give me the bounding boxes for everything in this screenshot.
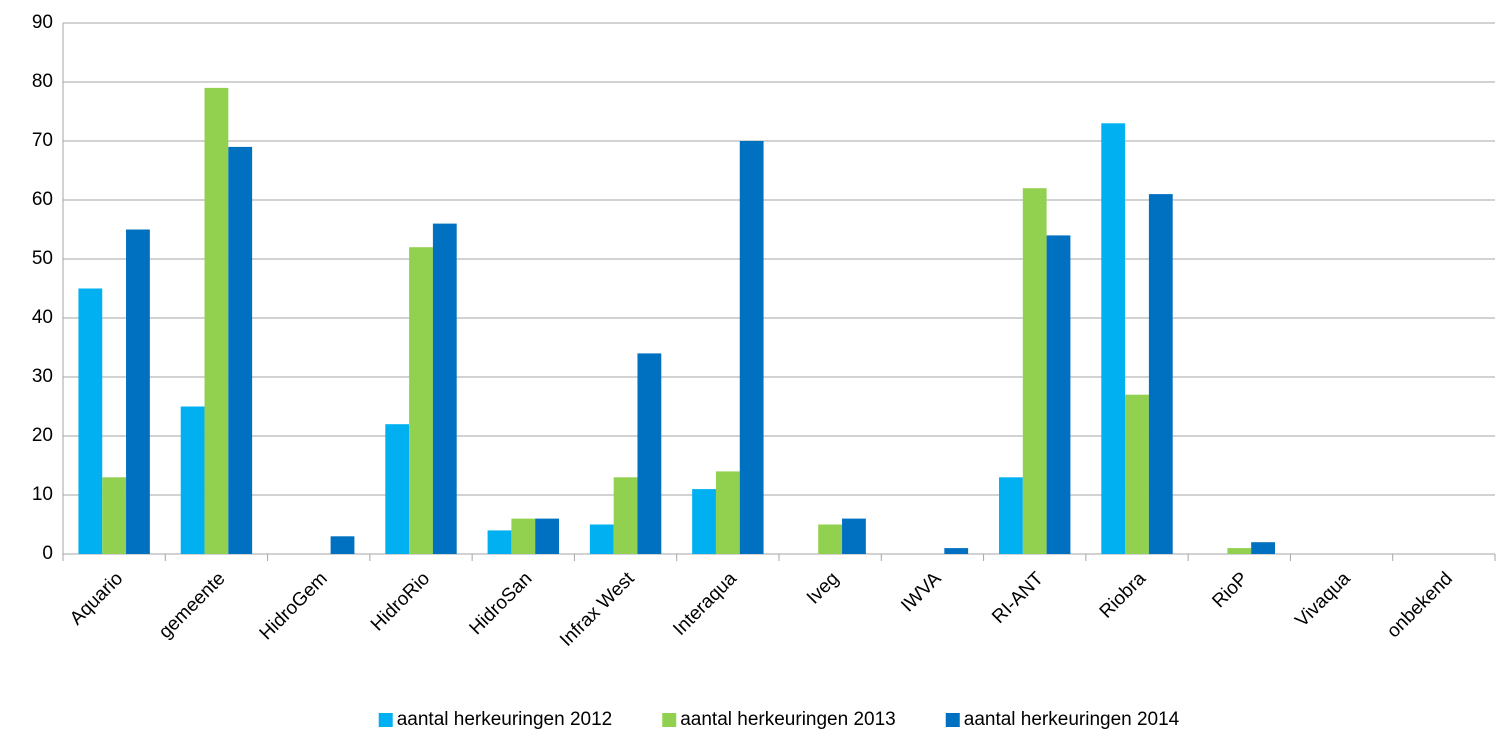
bar — [999, 477, 1023, 554]
bar — [102, 477, 127, 554]
bar — [692, 489, 716, 554]
x-tick-label: RioP — [1208, 568, 1252, 612]
y-tick-label: 50 — [32, 248, 53, 269]
x-tick-label: HidroRio — [367, 568, 434, 635]
bar — [1046, 235, 1071, 554]
legend-label: aantal herkeuringen 2013 — [680, 709, 896, 730]
legend-swatch — [662, 713, 677, 727]
y-tick-label: 90 — [32, 12, 53, 33]
legend-label: aantal herkeuringen 2012 — [397, 709, 613, 730]
bar — [180, 406, 205, 554]
y-tick-label: 20 — [32, 425, 53, 446]
y-tick-label: 60 — [32, 189, 53, 210]
x-tick-label: gemeente — [155, 568, 230, 643]
x-tick-label: Infrax West — [556, 568, 639, 651]
x-tick-label: HidroGem — [256, 568, 332, 644]
bar — [589, 524, 614, 554]
x-tick-label: Vivaqua — [1291, 568, 1354, 631]
bar — [1022, 188, 1047, 554]
bar — [818, 524, 843, 554]
x-tick-label: RI-ANT — [988, 568, 1048, 628]
x-tick-label: Interaqua — [669, 568, 741, 640]
bar — [1227, 548, 1252, 554]
bar — [487, 530, 512, 554]
x-tick-label: IWVA — [897, 568, 945, 616]
bar — [613, 477, 638, 554]
bar — [1148, 194, 1173, 554]
x-tick-label: Aquario — [66, 568, 127, 629]
x-tick-label: HidroSan — [466, 568, 537, 639]
x-tick-label: Iveg — [803, 568, 843, 608]
x-tick-label: Riobra — [1096, 568, 1151, 623]
bar — [1125, 394, 1149, 554]
bar — [126, 229, 150, 554]
bar — [432, 223, 457, 554]
bar — [944, 548, 969, 554]
legend-swatch — [378, 713, 393, 727]
legend-label: aantal herkeuringen 2014 — [964, 709, 1180, 730]
bar — [511, 518, 536, 554]
bar — [228, 146, 253, 554]
y-tick-label: 70 — [32, 130, 53, 151]
bar — [385, 424, 410, 554]
bar — [637, 353, 662, 554]
y-tick-label: 40 — [32, 307, 53, 328]
x-tick-label: onbekend — [1383, 568, 1457, 642]
bar — [409, 247, 433, 554]
y-tick-label: 10 — [32, 484, 53, 505]
legend-swatch — [945, 713, 960, 727]
bar — [535, 518, 559, 554]
bar — [715, 471, 740, 554]
bar — [330, 536, 355, 554]
bar — [1101, 123, 1126, 555]
bar — [739, 141, 764, 554]
bar — [1251, 542, 1275, 554]
y-tick-label: 0 — [42, 543, 53, 564]
bar — [204, 87, 229, 555]
bar — [78, 288, 103, 554]
bar — [842, 518, 866, 554]
y-tick-label: 30 — [32, 366, 53, 387]
y-tick-label: 80 — [32, 71, 53, 92]
